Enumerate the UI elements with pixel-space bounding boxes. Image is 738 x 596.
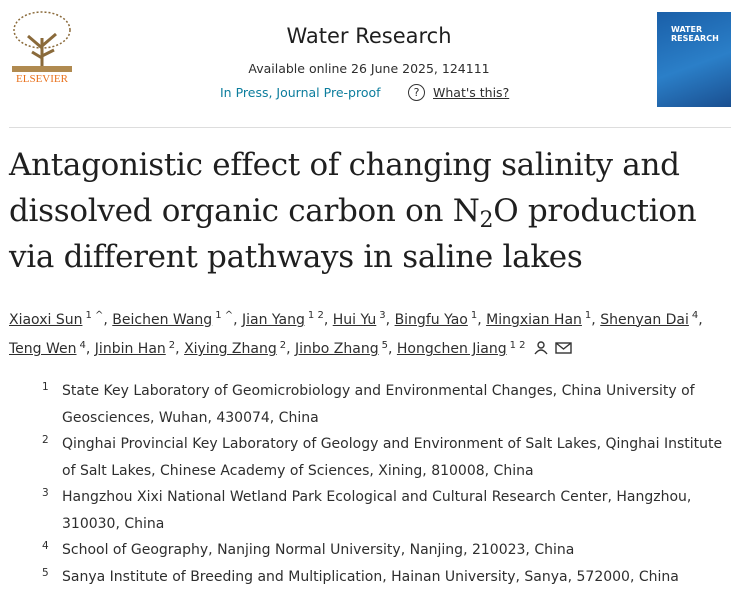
author: Beichen Wang 1 ^,: [112, 310, 238, 328]
author-name[interactable]: Mingxian Han: [486, 311, 582, 328]
affiliation-text: Hangzhou Xixi National Wetland Park Ecol…: [62, 489, 692, 532]
author-affiliation-marks: 1 2: [509, 339, 526, 351]
author-name[interactable]: Hongchen Jiang: [396, 341, 507, 358]
separator: ,: [698, 311, 703, 328]
available-online: Available online 26 June 2025, 124111: [248, 61, 490, 76]
article-title: Antagonistic effect of changing salinity…: [9, 142, 734, 280]
affiliation: 4 School of Geography, Nanjing Normal Uni…: [0, 537, 732, 564]
separator: ,: [103, 311, 108, 328]
publisher-logo[interactable]: ELSEVIER: [8, 8, 76, 88]
author-name[interactable]: Bingfu Yao: [394, 311, 468, 328]
affiliation: 5 Sanya Institute of Breeding and Multipl…: [0, 564, 732, 591]
author: Teng Wen 4,: [9, 339, 91, 358]
author-name[interactable]: Jian Yang: [242, 311, 305, 328]
author: Hui Yu 3,: [332, 310, 391, 328]
author: Xiaoxi Sun 1 ^,: [9, 310, 108, 328]
author: Bingfu Yao 1,: [394, 310, 482, 328]
affiliation-number: 4: [42, 540, 49, 552]
author-list: Xiaoxi Sun 1 ^, Beichen Wang 1 ^, Jian Yan…: [9, 303, 729, 362]
affiliation-text: School of Geography, Nanjing Normal Univ…: [62, 542, 575, 558]
affiliation: 3 Hangzhou Xixi National Wetland Park Eco…: [0, 484, 732, 537]
contact-icons[interactable]: [534, 341, 574, 355]
journal-cover[interactable]: WATER RESEARCH: [657, 12, 731, 107]
author: Jinbo Zhang 5,: [295, 339, 393, 358]
separator: ,: [323, 311, 329, 328]
separator: ,: [385, 311, 391, 328]
cover-title: WATER RESEARCH: [671, 25, 719, 43]
separator: ,: [85, 341, 91, 358]
separator: ,: [175, 341, 180, 358]
author-affiliation-marks: 2: [279, 339, 287, 351]
affiliation-number: 3: [42, 487, 49, 499]
affiliation: 1 State Key Laboratory of Geomicrobiology…: [0, 378, 732, 431]
help-icon[interactable]: ?: [408, 84, 425, 101]
affiliation-list: 1 State Key Laboratory of Geomicrobiology…: [0, 378, 738, 590]
author-affiliation-marks: 1: [470, 310, 478, 321]
author-name[interactable]: Xiying Zhang: [184, 341, 277, 358]
affiliation-text: State Key Laboratory of Geomicrobiology …: [62, 383, 695, 426]
separator: ,: [286, 341, 291, 358]
affiliation-number: 2: [42, 434, 49, 446]
title-text: Antagonistic effect of changing salinity…: [9, 147, 680, 229]
author: Jian Yang 1 2,: [242, 310, 329, 328]
author-affiliation-marks: 5: [381, 339, 388, 351]
affiliation: 2 Qinghai Provincial Key Laboratory of Ge…: [0, 431, 732, 484]
separator: ,: [591, 311, 596, 328]
author-affiliation-marks: 4: [79, 339, 86, 351]
separator: ,: [477, 311, 482, 328]
journal-name[interactable]: Water Research: [286, 24, 452, 48]
author: Xiying Zhang 2,: [184, 339, 291, 358]
author-affiliation-marks: 2: [168, 339, 176, 351]
author-affiliation-marks: 4: [691, 310, 699, 321]
author-name[interactable]: Teng Wen: [9, 341, 77, 358]
status-link[interactable]: In Press, Journal Pre-proof: [220, 85, 381, 100]
author-affiliation-marks: 1 ^: [215, 310, 234, 321]
author-affiliation-marks: 1: [584, 310, 592, 321]
author-affiliation-marks: 1 2: [307, 310, 324, 321]
divider: [9, 127, 731, 128]
title-subscript: 2: [479, 208, 494, 233]
separator: ,: [388, 341, 393, 358]
whats-this-link[interactable]: What's this?: [433, 85, 510, 100]
affiliation-number: 5: [42, 566, 49, 579]
author: Mingxian Han 1,: [486, 310, 596, 328]
affiliation-text: Qinghai Provincial Key Laboratory of Geo…: [62, 436, 723, 479]
author-name[interactable]: Xiaoxi Sun: [9, 311, 83, 328]
affiliation-number: 1: [42, 381, 49, 393]
author-name[interactable]: Hui Yu: [332, 311, 377, 328]
author-name[interactable]: Beichen Wang: [112, 311, 213, 328]
author-name[interactable]: Jinbo Zhang: [295, 341, 379, 358]
author-name[interactable]: Jinbin Han: [94, 341, 166, 358]
publisher-name: ELSEVIER: [16, 73, 69, 85]
separator: ,: [233, 311, 238, 328]
author-affiliation-marks: 1 ^: [85, 310, 104, 321]
author: Jinbin Han 2,: [94, 339, 180, 358]
affiliation-text: Sanya Institute of Breeding and Multipli…: [62, 568, 679, 585]
author: Shenyan Dai 4,: [600, 310, 703, 328]
author-name[interactable]: Shenyan Dai: [600, 311, 689, 328]
author-affiliation-marks: 3: [379, 310, 386, 321]
title-text: O production via different pathways in s…: [9, 193, 697, 275]
author: Hongchen Jiang 1 2: [396, 339, 526, 358]
